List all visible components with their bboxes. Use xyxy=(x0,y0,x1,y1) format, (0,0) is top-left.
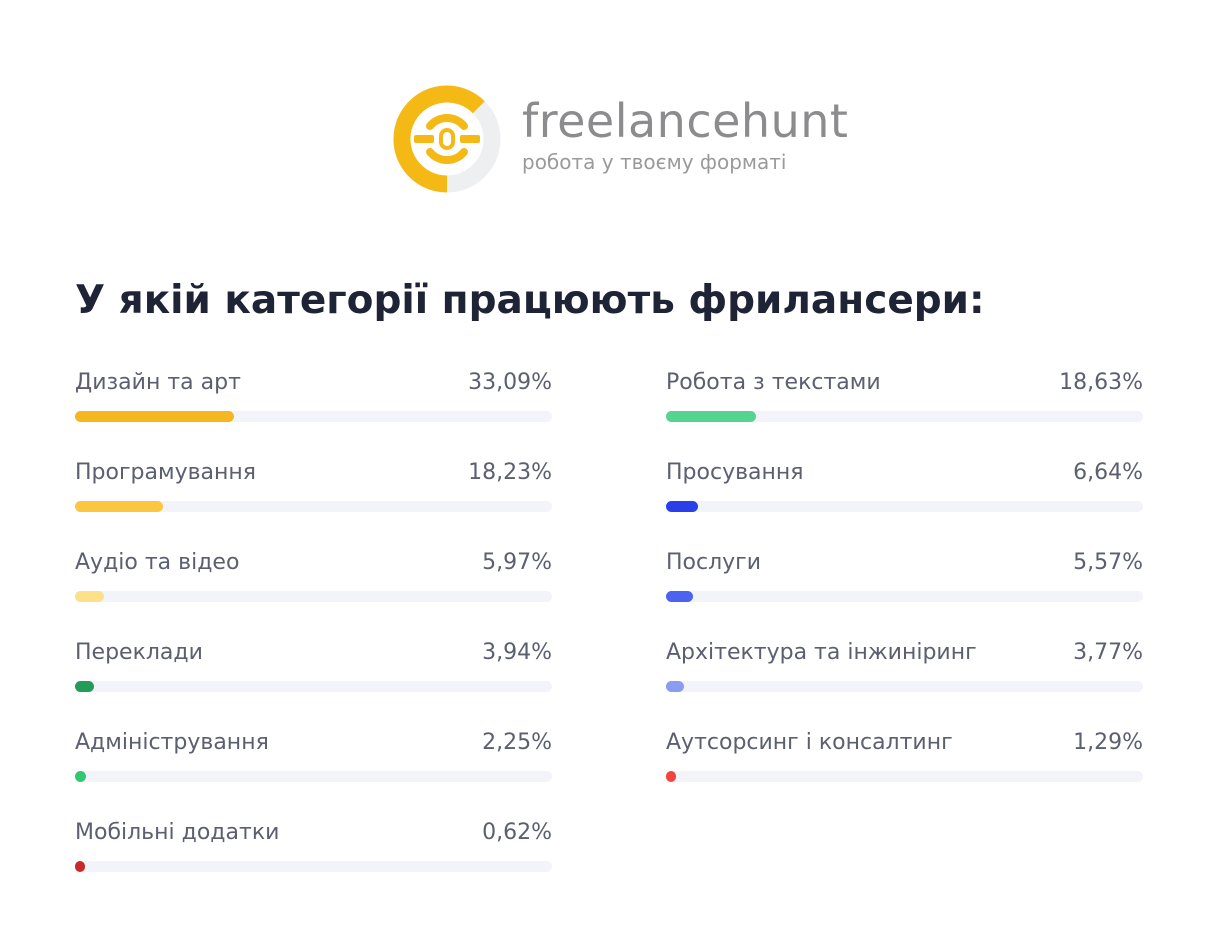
bar-fill xyxy=(75,501,163,512)
category-label: Архітектура та інжиніринг xyxy=(666,640,977,665)
category-row: Дизайн та арт 33,09% xyxy=(75,370,552,395)
category-percent: 5,57% xyxy=(1073,550,1143,575)
category-item: Аутсорсинг і консалтинг 1,29% xyxy=(666,730,1143,820)
category-label: Дизайн та арт xyxy=(75,370,241,395)
bar-track xyxy=(75,591,552,602)
brand-name: freelancehunt xyxy=(522,94,849,148)
category-column-left: Дизайн та арт 33,09% Програмування 18,23% Ау… xyxy=(75,370,552,910)
bar-track xyxy=(75,771,552,782)
category-label: Переклади xyxy=(75,640,203,665)
bar-fill xyxy=(75,681,94,692)
category-row: Адміністрування 2,25% xyxy=(75,730,552,755)
bar-track xyxy=(75,501,552,512)
category-label: Послуги xyxy=(666,550,762,575)
brand-logo: freelancehunt робота у твоєму форматі xyxy=(392,84,848,194)
category-item: Послуги 5,57% xyxy=(666,550,1143,640)
category-row: Мобільні додатки 0,62% xyxy=(75,820,552,845)
category-percent: 18,63% xyxy=(1059,370,1143,395)
category-label: Програмування xyxy=(75,460,257,485)
bar-fill xyxy=(75,411,235,422)
bar-fill xyxy=(666,411,756,422)
bar-track xyxy=(75,861,552,872)
category-item: Програмування 18,23% xyxy=(75,460,552,550)
category-label: Аутсорсинг і консалтинг xyxy=(666,730,953,755)
category-item: Просування 6,64% xyxy=(666,460,1143,550)
category-column-right: Робота з текстами 18,63% Просування 6,64% По… xyxy=(666,370,1143,820)
bar-fill xyxy=(75,591,104,602)
category-row: Аутсорсинг і консалтинг 1,29% xyxy=(666,730,1143,755)
category-row: Робота з текстами 18,63% xyxy=(666,370,1143,395)
category-item: Аудіо та відео 5,97% xyxy=(75,550,552,640)
bar-fill xyxy=(666,771,676,782)
bar-track xyxy=(75,411,552,422)
category-label: Аудіо та відео xyxy=(75,550,240,575)
bar-fill xyxy=(75,771,86,782)
category-item: Адміністрування 2,25% xyxy=(75,730,552,820)
category-item: Робота з текстами 18,63% xyxy=(666,370,1143,460)
bar-track xyxy=(666,771,1143,782)
category-percent: 33,09% xyxy=(468,370,552,395)
bar-fill xyxy=(666,501,698,512)
category-row: Аудіо та відео 5,97% xyxy=(75,550,552,575)
bar-track xyxy=(666,501,1143,512)
category-percent: 2,25% xyxy=(482,730,552,755)
category-row: Послуги 5,57% xyxy=(666,550,1143,575)
category-item: Переклади 3,94% xyxy=(75,640,552,730)
category-percent: 3,94% xyxy=(482,640,552,665)
brand-tagline: робота у твоєму форматі xyxy=(522,150,787,174)
bar-fill xyxy=(666,591,693,602)
category-label: Робота з текстами xyxy=(666,370,881,395)
category-row: Просування 6,64% xyxy=(666,460,1143,485)
freelancehunt-logo-icon xyxy=(393,85,501,193)
category-percent: 0,62% xyxy=(482,820,552,845)
category-percent: 1,29% xyxy=(1073,730,1143,755)
category-percent: 6,64% xyxy=(1073,460,1143,485)
bar-track xyxy=(75,681,552,692)
category-label: Просування xyxy=(666,460,804,485)
category-item: Мобільні додатки 0,62% xyxy=(75,820,552,910)
category-row: Переклади 3,94% xyxy=(75,640,552,665)
bar-fill xyxy=(75,861,85,872)
bar-track xyxy=(666,591,1143,602)
category-percent: 5,97% xyxy=(482,550,552,575)
chart-title: У якій категорії працюють фрилансери: xyxy=(75,278,985,323)
bar-track xyxy=(666,681,1143,692)
category-item: Дизайн та арт 33,09% xyxy=(75,370,552,460)
category-percent: 3,77% xyxy=(1073,640,1143,665)
category-percent: 18,23% xyxy=(468,460,552,485)
category-row: Архітектура та інжиніринг 3,77% xyxy=(666,640,1143,665)
category-label: Мобільні додатки xyxy=(75,820,280,845)
bar-track xyxy=(666,411,1143,422)
category-label: Адміністрування xyxy=(75,730,269,755)
category-item: Архітектура та інжиніринг 3,77% xyxy=(666,640,1143,730)
category-row: Програмування 18,23% xyxy=(75,460,552,485)
bar-fill xyxy=(666,681,685,692)
